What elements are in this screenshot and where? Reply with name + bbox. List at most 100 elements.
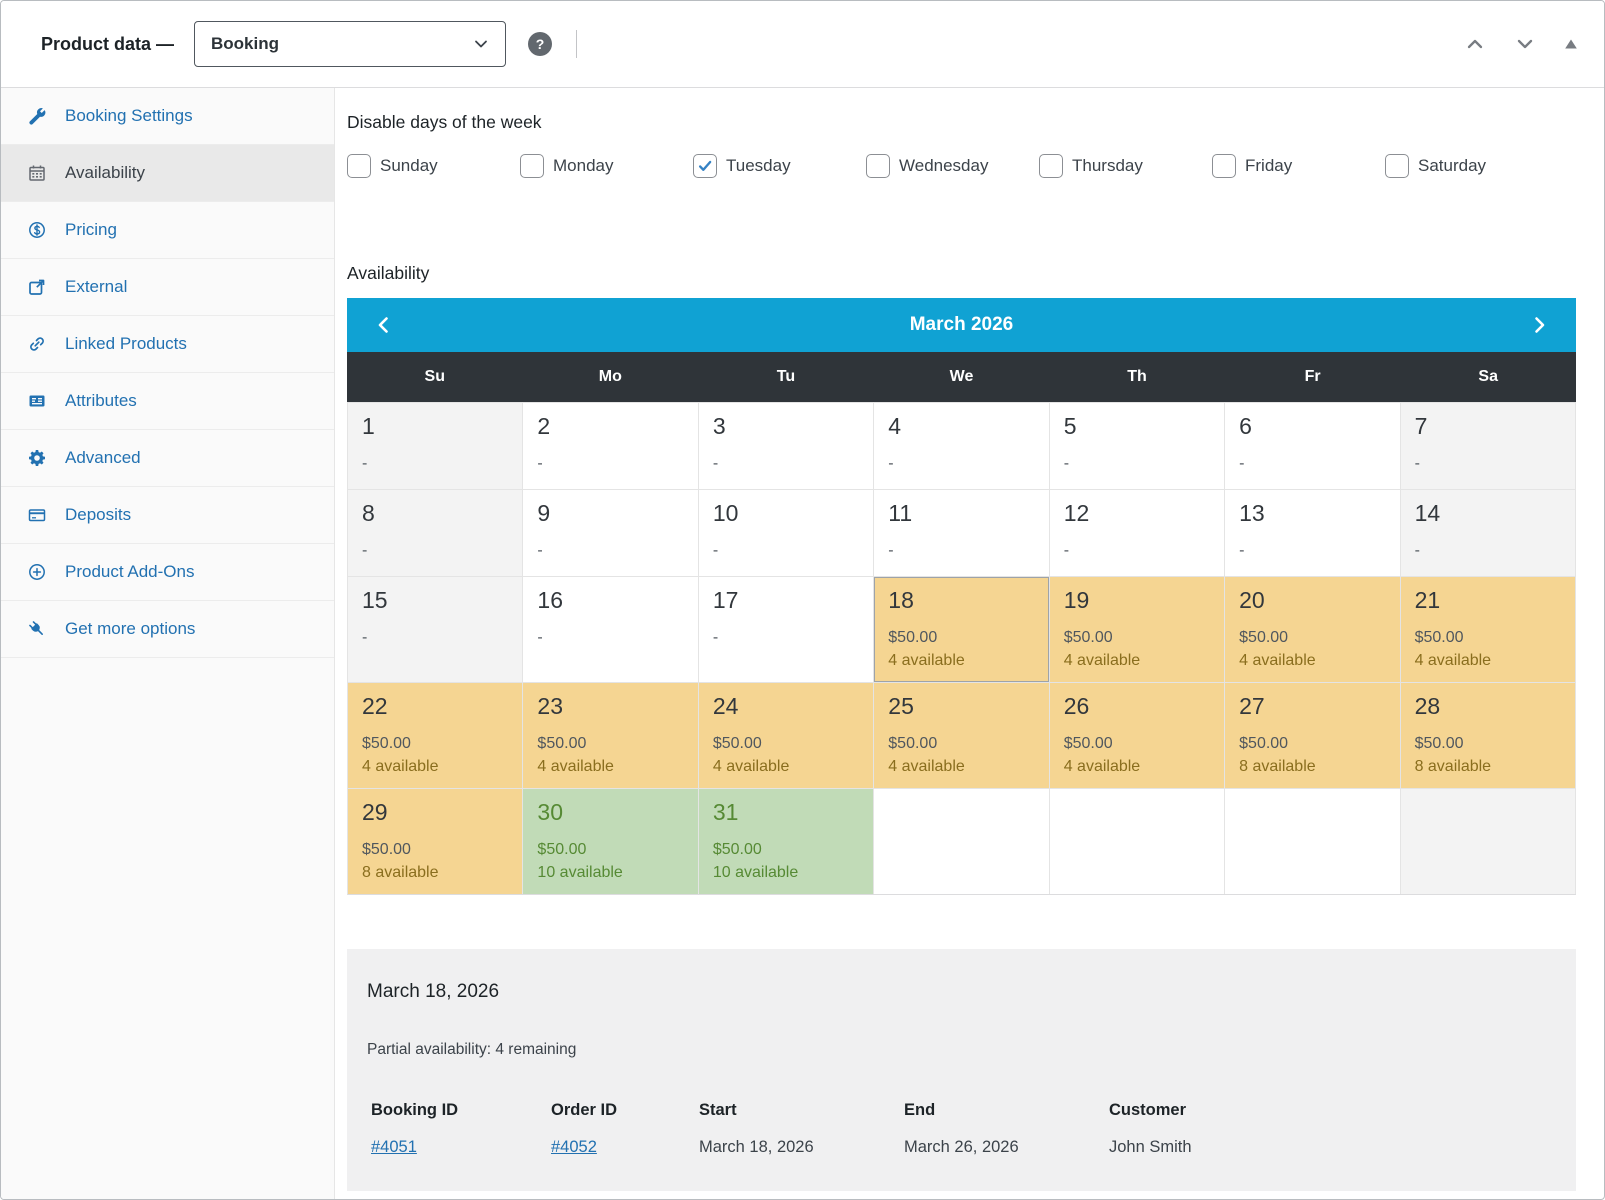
calendar-day-cell[interactable]: 18 $50.00 4 available bbox=[874, 576, 1050, 682]
day-checkbox[interactable]: Thursday bbox=[1039, 153, 1212, 179]
metabox-controls bbox=[1464, 33, 1578, 55]
calendar-day-cell[interactable]: 9 - bbox=[523, 489, 699, 576]
sidebar-item-get-more-options[interactable]: Get more options bbox=[1, 601, 334, 658]
day-price: $50.00 bbox=[888, 629, 938, 646]
calendar-day-cell[interactable]: 7 - bbox=[1400, 402, 1576, 489]
calendar-day-cell[interactable]: 17 - bbox=[698, 576, 875, 682]
checkbox-box[interactable] bbox=[1039, 154, 1063, 178]
calendar-day-cell[interactable]: 3 - bbox=[698, 402, 875, 489]
day-number: 5 bbox=[1063, 413, 1077, 439]
availability-heading: Availability bbox=[347, 263, 430, 283]
calendar-day-cell[interactable] bbox=[874, 788, 1050, 894]
checkbox-box[interactable] bbox=[1385, 154, 1409, 178]
day-label: Tuesday bbox=[726, 156, 791, 175]
plug-icon bbox=[29, 621, 43, 635]
checkbox-box[interactable] bbox=[693, 154, 717, 178]
calendar-day-cell[interactable]: 20 $50.00 4 available bbox=[1225, 576, 1401, 682]
day-number: 12 bbox=[1063, 500, 1090, 526]
next-month-icon[interactable] bbox=[1526, 312, 1552, 338]
day-checkbox[interactable]: Monday bbox=[520, 153, 693, 179]
day-number: 28 bbox=[1414, 693, 1441, 719]
calendar-day-cell[interactable]: 14 - bbox=[1400, 489, 1576, 576]
calendar-day-cell[interactable]: 26 $50.00 4 available bbox=[1049, 682, 1226, 788]
calendar-day-cell[interactable] bbox=[1225, 788, 1401, 894]
calendar-day-cell[interactable]: 1 - bbox=[348, 402, 524, 489]
calendar-month-title: March 2026 bbox=[909, 314, 1014, 335]
calendar-day-cell[interactable] bbox=[1049, 788, 1226, 894]
day-price: $50.00 bbox=[537, 841, 587, 858]
day-availability: 8 available bbox=[1414, 758, 1492, 775]
calendar-day-cell[interactable]: 24 $50.00 4 available bbox=[698, 682, 875, 788]
sidebar-item-label: Availability bbox=[65, 163, 146, 182]
product-type-select[interactable]: Booking bbox=[194, 21, 507, 67]
calendar-day-cell[interactable]: 4 - bbox=[874, 402, 1050, 489]
day-availability: 8 available bbox=[362, 864, 439, 881]
checkbox-box[interactable] bbox=[347, 154, 371, 178]
toggle-panel-icon[interactable] bbox=[1564, 38, 1578, 50]
calendar-day-cell[interactable]: 10 - bbox=[698, 489, 875, 576]
sidebar-item-linked-products[interactable]: Linked Products bbox=[1, 316, 334, 373]
day-availability: 4 available bbox=[888, 652, 965, 669]
calendar-day-cell[interactable] bbox=[1400, 788, 1576, 894]
calendar-day-cell[interactable]: 5 - bbox=[1049, 402, 1226, 489]
checkbox-box[interactable] bbox=[520, 154, 544, 178]
day-price: $50.00 bbox=[537, 735, 587, 752]
prev-month-icon[interactable] bbox=[371, 312, 397, 338]
calendar-day-cell[interactable]: 16 - bbox=[523, 576, 699, 682]
day-checkbox[interactable]: Friday bbox=[1212, 153, 1385, 179]
product-type-value: Booking bbox=[211, 34, 280, 53]
booking-details-panel: March 18, 2026 Partial availability: 4 r… bbox=[347, 949, 1576, 1191]
day-checkbox[interactable]: Wednesday bbox=[866, 153, 1039, 179]
checkbox-box[interactable] bbox=[866, 154, 890, 178]
calendar-day-cell[interactable]: 30 $50.00 10 available bbox=[523, 788, 699, 894]
sidebar-item-attributes[interactable]: Attributes bbox=[1, 373, 334, 430]
booking-id-link[interactable]: #4051 bbox=[371, 1138, 417, 1156]
help-icon[interactable]: ? bbox=[528, 32, 553, 56]
day-checkbox[interactable]: Saturday bbox=[1385, 153, 1558, 179]
sidebar-item-availability[interactable]: Availability bbox=[1, 145, 334, 202]
day-checkbox[interactable]: Sunday bbox=[347, 153, 520, 179]
calendar-day-cell[interactable]: 27 $50.00 8 available bbox=[1225, 682, 1401, 788]
day-number: 11 bbox=[888, 500, 913, 526]
bookings-table-header: Booking ID Order ID Start End Customer bbox=[371, 1101, 1552, 1120]
sidebar-item-label: Pricing bbox=[65, 220, 117, 239]
sidebar-item-deposits[interactable]: Deposits bbox=[1, 487, 334, 544]
sidebar-item-external[interactable]: External bbox=[1, 259, 334, 316]
day-price: - bbox=[1239, 455, 1245, 472]
day-availability: 4 available bbox=[888, 758, 965, 775]
calendar-day-cell[interactable]: 23 $50.00 4 available bbox=[523, 682, 699, 788]
day-price: - bbox=[362, 629, 368, 646]
panel-header: Product data — Booking ? bbox=[1, 1, 1604, 88]
calendar-day-cell[interactable]: 28 $50.00 8 available bbox=[1400, 682, 1576, 788]
move-down-icon[interactable] bbox=[1514, 33, 1536, 55]
day-price: - bbox=[888, 542, 894, 559]
sidebar-item-label: Product Add-Ons bbox=[65, 562, 195, 581]
calendar-day-cell[interactable]: 25 $50.00 4 available bbox=[874, 682, 1050, 788]
calendar-day-cell[interactable]: 8 - bbox=[348, 489, 524, 576]
weekday-header-row: Su Mo Tu We Th Fr Sa bbox=[347, 352, 1576, 402]
calendar-day-cell[interactable]: 22 $50.00 4 available bbox=[348, 682, 524, 788]
calendar-day-cell[interactable]: 12 - bbox=[1049, 489, 1226, 576]
day-number: 17 bbox=[712, 587, 739, 613]
header-divider bbox=[576, 30, 578, 58]
sidebar-item-pricing[interactable]: Pricing bbox=[1, 202, 334, 259]
checkbox-box[interactable] bbox=[1212, 154, 1236, 178]
day-checkbox[interactable]: Tuesday bbox=[693, 153, 866, 179]
bookings-table: Booking ID Order ID Start End Customer #… bbox=[367, 1101, 1552, 1157]
day-number: 31 bbox=[712, 799, 739, 825]
calendar-day-cell[interactable]: 6 - bbox=[1225, 402, 1401, 489]
sidebar-item-advanced[interactable]: Advanced bbox=[1, 430, 334, 487]
calendar-day-cell[interactable]: 15 - bbox=[348, 576, 524, 682]
move-up-icon[interactable] bbox=[1464, 33, 1486, 55]
calendar-day-cell[interactable]: 21 $50.00 4 available bbox=[1400, 576, 1576, 682]
calendar-day-cell[interactable]: 19 $50.00 4 available bbox=[1049, 576, 1226, 682]
calendar-day-cell[interactable]: 13 - bbox=[1225, 489, 1401, 576]
sidebar-item-product-add-ons[interactable]: Product Add-Ons bbox=[1, 544, 334, 601]
sidebar-item-booking-settings[interactable]: Booking Settings bbox=[1, 88, 334, 145]
calendar-day-cell[interactable]: 31 $50.00 10 available bbox=[698, 788, 875, 894]
order-id-link[interactable]: #4052 bbox=[551, 1138, 597, 1156]
calendar-day-cell[interactable]: 11 - bbox=[874, 489, 1050, 576]
calendar-day-cell[interactable]: 29 $50.00 8 available bbox=[348, 788, 524, 894]
calendar-day-cell[interactable]: 2 - bbox=[523, 402, 699, 489]
day-price: $50.00 bbox=[1063, 735, 1113, 752]
